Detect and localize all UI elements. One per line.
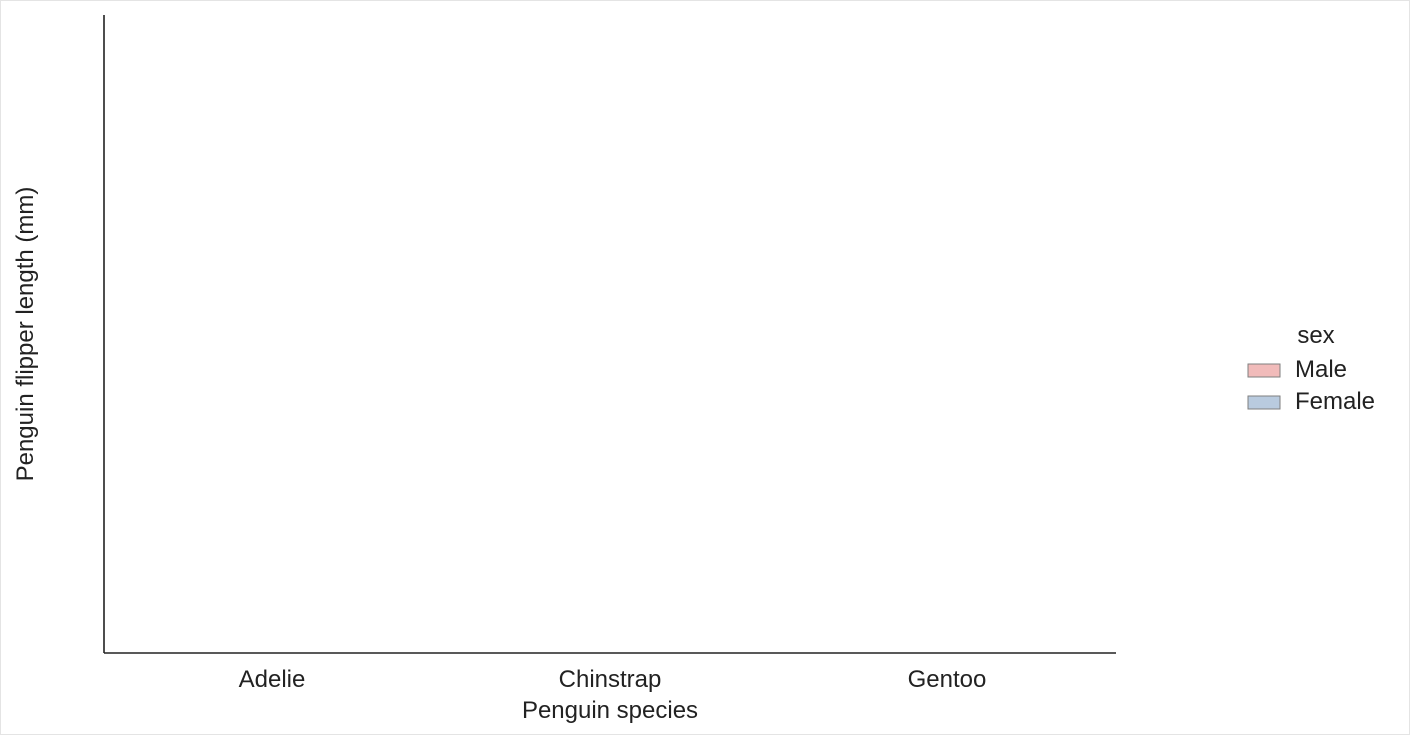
legend: sex Male Female xyxy=(1247,322,1375,415)
x-tick-label: Adelie xyxy=(239,666,306,693)
x-tick-label: Chinstrap xyxy=(559,666,662,693)
x-tick-label: Gentoo xyxy=(908,666,987,693)
x-axis-title: Penguin species xyxy=(522,697,698,724)
legend-swatch-female xyxy=(1247,395,1281,410)
legend-label-female: Female xyxy=(1295,388,1375,415)
legend-swatch-male xyxy=(1247,363,1281,378)
axes xyxy=(103,15,1116,654)
legend-title: sex xyxy=(1297,322,1334,349)
legend-label-male: Male xyxy=(1295,356,1347,383)
y-axis-title: Penguin flipper length (mm) xyxy=(12,187,39,482)
x-tick-labels: Adelie Chinstrap Gentoo xyxy=(239,666,987,693)
